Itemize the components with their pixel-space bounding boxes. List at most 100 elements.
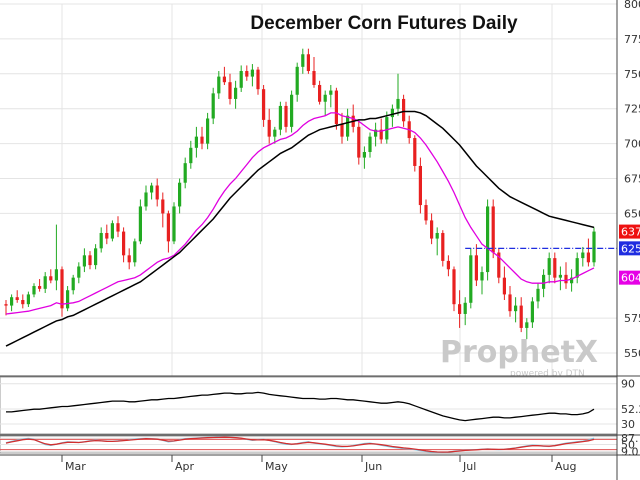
y-tick-label: 750 bbox=[624, 68, 640, 81]
panel-1-line-1 bbox=[6, 391, 595, 422]
candle-body bbox=[396, 98, 400, 109]
candle-body bbox=[312, 71, 316, 85]
candle-body bbox=[402, 98, 406, 122]
candle-body bbox=[536, 288, 540, 302]
indicator-panel-1 bbox=[0, 376, 618, 435]
panel-tick-label: 9.0 bbox=[621, 445, 639, 458]
candle-body bbox=[82, 255, 86, 267]
candle-body bbox=[127, 255, 131, 263]
y-tick-label: 775 bbox=[624, 33, 640, 46]
price-badge-label: 604 bbox=[621, 272, 640, 285]
candle-body bbox=[547, 258, 551, 275]
candle-body bbox=[133, 241, 137, 263]
short-moving-average-line bbox=[5, 112, 595, 315]
candle-body bbox=[474, 255, 478, 281]
candle-body bbox=[525, 322, 529, 328]
candle-body bbox=[318, 84, 322, 102]
candle-body bbox=[60, 269, 64, 309]
panel-tick-label: 90 bbox=[621, 378, 635, 391]
candle-body bbox=[99, 232, 103, 249]
candle-body bbox=[138, 206, 142, 242]
candle-body bbox=[458, 304, 462, 314]
candle-body bbox=[306, 54, 310, 72]
candle-body bbox=[183, 163, 187, 183]
candle-body bbox=[441, 232, 445, 261]
candle-body bbox=[469, 255, 473, 303]
candle-body bbox=[581, 252, 585, 259]
candle-body bbox=[362, 152, 366, 158]
candle-body bbox=[586, 252, 590, 263]
candle-body bbox=[379, 129, 383, 140]
candle-body bbox=[211, 93, 215, 119]
x-tick-label: Jul bbox=[462, 460, 476, 473]
chart-title: December Corn Futures Daily bbox=[250, 13, 518, 34]
candle-body bbox=[4, 304, 8, 306]
candle-body bbox=[430, 220, 434, 239]
candle-body bbox=[66, 290, 70, 309]
price-badges: 637 625 604 bbox=[619, 224, 640, 285]
candle-body bbox=[116, 223, 120, 232]
candle-body bbox=[570, 277, 574, 284]
candle-body bbox=[10, 297, 14, 306]
panel-2-line-2 bbox=[5, 436, 595, 453]
candle-body bbox=[206, 118, 210, 144]
panel-tick-label: 87. bbox=[621, 432, 639, 445]
candle-body bbox=[194, 136, 198, 148]
y-tick-label: 800 bbox=[624, 0, 640, 11]
candle-body bbox=[256, 69, 260, 90]
candle-body bbox=[418, 165, 422, 206]
candle-body bbox=[122, 231, 126, 256]
candle-body bbox=[558, 274, 562, 278]
candle-body bbox=[200, 136, 204, 144]
panel-tick-label: 30 bbox=[621, 418, 635, 431]
candle-body bbox=[340, 124, 344, 137]
candle-body bbox=[222, 76, 226, 83]
candle-body bbox=[564, 274, 568, 284]
candle-body bbox=[374, 129, 378, 137]
candle-body bbox=[43, 276, 47, 289]
moving-average-lines bbox=[5, 110, 595, 347]
candle-body bbox=[278, 105, 282, 130]
candle-body bbox=[295, 66, 299, 95]
y-tick-label: 575 bbox=[624, 312, 640, 325]
candle-body bbox=[105, 232, 109, 239]
candle-body bbox=[234, 87, 238, 99]
candle-body bbox=[262, 89, 266, 120]
candle-body bbox=[592, 231, 596, 263]
panel-tick-label: 50 bbox=[621, 439, 635, 452]
candle-body bbox=[542, 274, 546, 289]
candle-body bbox=[502, 277, 506, 295]
candle-body bbox=[49, 276, 53, 281]
candle-body bbox=[368, 136, 372, 152]
candle-body bbox=[497, 252, 501, 278]
price-badge-label: 625 bbox=[621, 242, 640, 255]
candle-body bbox=[245, 71, 249, 77]
candle-body bbox=[38, 286, 42, 289]
candle-body bbox=[452, 269, 456, 305]
candle-body bbox=[88, 255, 92, 266]
x-tick-label: Aug bbox=[555, 460, 576, 473]
candle-body bbox=[491, 206, 495, 253]
candle-body bbox=[32, 286, 36, 295]
candle-body bbox=[239, 71, 243, 88]
x-tick-label: Jun bbox=[364, 460, 382, 473]
price-badge bbox=[619, 241, 640, 256]
y-tick-label: 550 bbox=[624, 347, 640, 360]
candle-body bbox=[150, 185, 154, 193]
candle-body bbox=[155, 185, 159, 200]
candle-body bbox=[514, 305, 518, 312]
candle-body bbox=[71, 277, 75, 291]
candle-body bbox=[346, 115, 350, 137]
candle-body bbox=[575, 258, 579, 278]
candle-body bbox=[178, 182, 182, 207]
price-axis: 800 775 750 725 700 675 650 575 550 90 52.2 3087.50… bbox=[621, 0, 640, 458]
candle-body bbox=[357, 126, 361, 158]
candle-body bbox=[217, 76, 221, 94]
price-badge bbox=[619, 270, 640, 285]
y-tick-label: 650 bbox=[624, 207, 640, 220]
candle-body bbox=[250, 69, 254, 77]
candle-body bbox=[189, 147, 193, 164]
candle-body bbox=[390, 108, 394, 118]
candle-body bbox=[424, 205, 428, 221]
